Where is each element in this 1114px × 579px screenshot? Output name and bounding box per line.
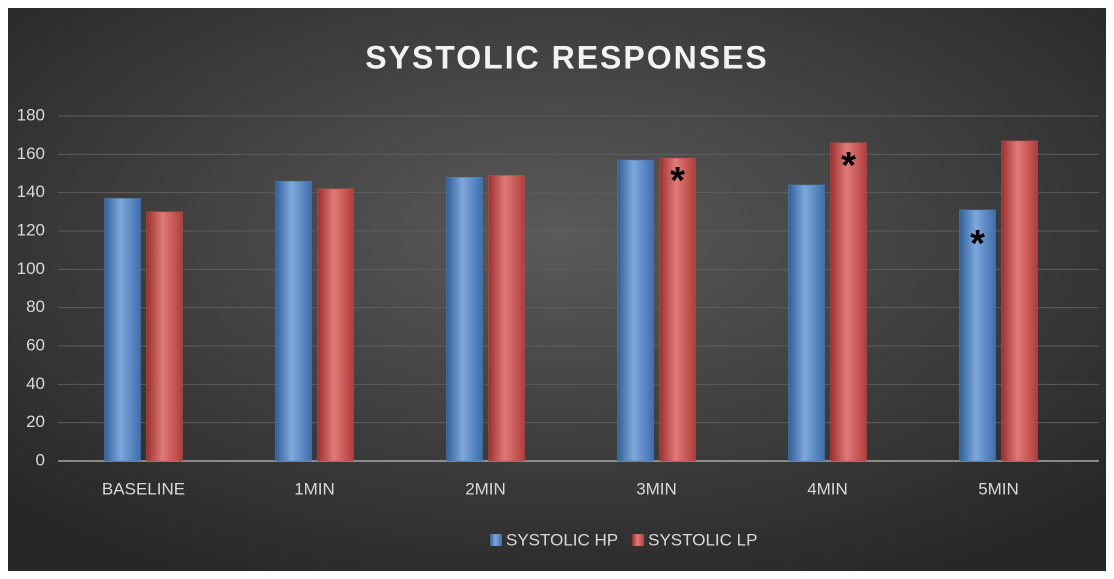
annotation: * [970,223,985,265]
y-tick-label: 80 [26,297,45,316]
x-tick-label: 2MIN [465,479,506,498]
bar [104,198,141,462]
bar [446,177,483,462]
y-tick-label: 0 [36,450,45,469]
legend-label: SYSTOLIC HP [506,530,618,549]
y-tick-label: 100 [17,259,45,278]
bar [788,184,825,462]
annotation: * [841,145,856,187]
y-tick-label: 140 [17,182,45,201]
x-tick-label: 4MIN [807,479,848,498]
legend-swatch [490,534,502,546]
background [8,8,1106,571]
y-tick-label: 160 [17,144,45,163]
bar [488,175,525,462]
bar [146,211,183,462]
legend-label: SYSTOLIC LP [648,530,757,549]
annotation: * [670,160,685,202]
bar [959,209,996,462]
y-tick-label: 120 [17,220,45,239]
bar [617,159,654,462]
chart-title: SYSTOLIC RESPONSES [365,39,769,75]
bar [659,157,696,462]
x-tick-label: 3MIN [636,479,677,498]
bar [1001,140,1038,462]
x-tick-label: BASELINE [102,479,185,498]
y-tick-label: 20 [26,412,45,431]
bar [317,188,354,462]
x-tick-label: 1MIN [294,479,335,498]
y-tick-label: 180 [17,105,45,124]
legend-swatch [632,534,645,546]
y-tick-label: 60 [26,335,45,354]
bar [830,142,867,462]
y-tick-label: 40 [26,374,45,393]
x-tick-label: 5MIN [978,479,1019,498]
bar [275,180,312,462]
